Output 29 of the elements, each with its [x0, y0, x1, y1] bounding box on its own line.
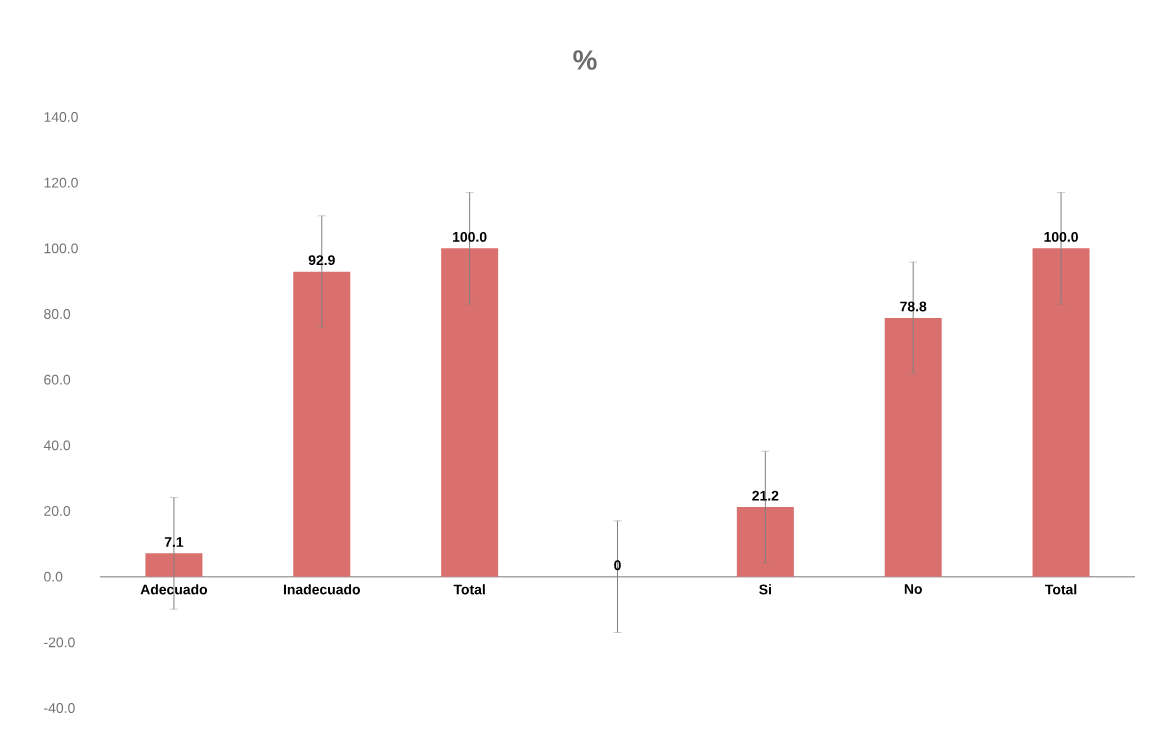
data-label: 78.8 [900, 301, 927, 312]
data-label: 100.0 [1044, 231, 1078, 242]
data-label: 21.2 [752, 490, 779, 501]
y-tick-label: 120.0 [44, 177, 78, 188]
y-tick-label: 20.0 [44, 506, 71, 516]
y-tick-label: 80.0 [44, 309, 71, 319]
y-tick-label: -40.0 [44, 703, 75, 713]
bar [293, 271, 351, 577]
y-tick-label: 0.0 [44, 571, 63, 582]
x-tick-label: Si [759, 584, 771, 595]
x-tick-label: Total [453, 584, 485, 595]
y-tick-label: 40.0 [43, 440, 71, 451]
data-label: 92.9 [308, 255, 335, 266]
y-tick-label: 100.0 [44, 243, 78, 254]
bar [145, 553, 203, 577]
data-label: 0 [614, 560, 621, 571]
x-tick-label: No [904, 584, 922, 594]
bar [1032, 248, 1090, 577]
y-tick-label: -20.0 [44, 637, 75, 648]
x-tick-label: Inadecuado [283, 584, 360, 595]
chart-title: % [573, 50, 597, 70]
y-tick-label: 140.0 [44, 112, 78, 122]
bar [884, 317, 942, 577]
data-label: 100.0 [453, 231, 487, 242]
y-tick-label: 60.0 [44, 374, 71, 385]
data-label: 7.1 [164, 537, 184, 547]
x-tick-label: Adecuado [140, 584, 208, 595]
bar [441, 248, 499, 577]
x-tick-label: Total [1045, 584, 1077, 595]
